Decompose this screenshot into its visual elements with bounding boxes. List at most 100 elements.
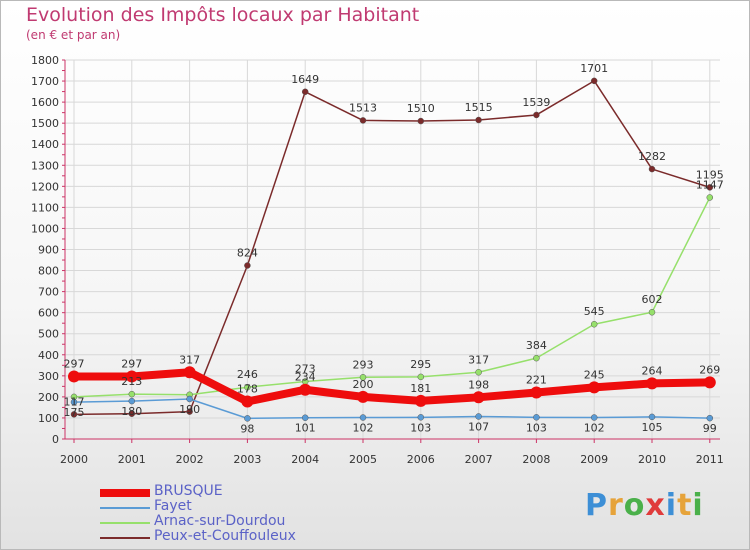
data-point-arnac [417,373,425,381]
logo-letter-i: i [665,488,678,523]
legend-swatch-fayet [100,507,150,509]
data-point-arnac [244,383,251,391]
proxiti-logo: Proxiti [585,488,704,523]
data-point-arnac [648,308,656,316]
y-tick-label: 700 [38,286,59,299]
data-label-peux: 1510 [407,102,435,115]
y-tick-label: 1300 [31,159,59,172]
series-line-peux [73,80,711,416]
logo-letter-r: r [608,488,624,523]
y-tick-label: 100 [38,412,59,425]
data-point-brusque [299,383,312,396]
data-label-brusque: 297 [64,357,85,370]
data-label-arnac: 213 [121,375,142,388]
data-point-brusque [183,366,196,379]
data-point-peux [475,116,482,124]
data-point-fayet [533,414,540,421]
x-tick-label: 2010 [638,453,666,466]
data-label-peux: 1649 [291,73,319,86]
x-tick-label: 2006 [407,453,435,466]
data-point-brusque [646,377,658,390]
data-label-peux: 824 [237,247,258,260]
data-point-brusque [588,381,601,394]
y-tick-label: 0 [52,433,59,446]
x-tick-label: 2000 [60,453,88,466]
data-point-fayet [244,415,251,422]
y-tick-label: 800 [38,265,59,278]
data-point-arnac [475,369,482,376]
data-label-peux: 117 [64,395,85,408]
data-label-fayet: 103 [410,421,431,434]
data-point-peux [128,410,136,417]
logo-letter-i-2: i [692,488,704,523]
y-tick-label: 400 [38,349,59,362]
legend-label-brusque: BRUSQUE [154,483,223,499]
data-label-fayet: 99 [703,422,717,435]
data-label-arnac: 246 [237,368,258,381]
chart-subtitle: (en € et par an) [26,28,121,42]
data-point-fayet [128,397,136,405]
data-label-brusque: 181 [410,382,431,395]
legend-item-arnac: Arnac-sur-Dourdou [100,513,360,530]
data-point-peux [590,77,598,85]
data-point-fayet [590,414,598,421]
data-point-fayet [706,414,714,422]
y-tick-label: 1100 [31,201,59,214]
y-tick-label: 500 [38,328,59,341]
data-label-arnac: 602 [642,293,663,306]
series-line-fayet [73,398,711,420]
chart-title: Evolution des Impôts locaux par Habitant [26,4,420,26]
data-point-brusque [472,391,485,404]
y-tick-label: 300 [38,370,59,383]
data-point-arnac [706,194,714,201]
data-point-peux [70,411,78,418]
y-tick-label: 900 [38,244,59,257]
data-label-fayet: 103 [526,421,547,434]
y-tick-label: 600 [38,307,59,320]
x-tick-label: 2007 [465,453,493,466]
legend-item-brusque: BRUSQUE [100,483,360,500]
y-tick-label: 1700 [31,75,59,88]
data-point-peux [417,117,425,125]
data-point-fayet [186,395,193,403]
y-tick-label: 1500 [31,117,59,130]
legend-item-fayet: Fayet [100,498,360,515]
data-label-fayet: 175 [64,406,85,419]
data-point-peux [533,111,540,119]
data-point-peux [244,262,251,269]
legend-swatch-arnac [100,522,150,524]
data-point-fayet [417,414,425,421]
data-label-peux: 1539 [522,96,550,109]
data-label-fayet: 102 [584,422,605,435]
data-point-arnac [533,354,540,362]
data-label-fayet: 101 [295,422,316,435]
data-point-fayet [475,413,482,420]
data-label-peux: 1513 [349,101,377,114]
x-tick-label: 2009 [580,453,608,466]
data-point-brusque [530,386,543,399]
data-label-brusque: 234 [295,371,316,384]
data-point-brusque [125,370,138,383]
axes: 0 100 200 300 400 500 600 700 800 900 1000 1100 1200… [31,54,724,466]
y-tick-label: 1800 [31,54,59,67]
data-label-fayet: 102 [353,422,374,435]
legend-label-fayet: Fayet [154,498,192,514]
data-point-arnac [590,320,598,328]
data-point-peux [706,184,714,191]
data-point-fayet [359,414,367,421]
data-point-fayet [70,398,78,406]
y-tick-label: 1000 [31,222,59,235]
x-tick-label: 2011 [696,453,724,466]
data-label-fayet: 190 [179,403,200,416]
data-point-peux [648,165,656,173]
data-label-fayet: 98 [240,422,254,435]
y-tick-label: 200 [38,391,59,404]
y-tick-label: 1600 [31,96,59,109]
logo-letter-o: o [623,488,646,523]
data-point-brusque [414,394,427,407]
legend-label-arnac: Arnac-sur-Dourdou [154,513,286,529]
data-label-fayet: 107 [468,420,489,433]
data-label-peux: 1195 [696,168,724,181]
